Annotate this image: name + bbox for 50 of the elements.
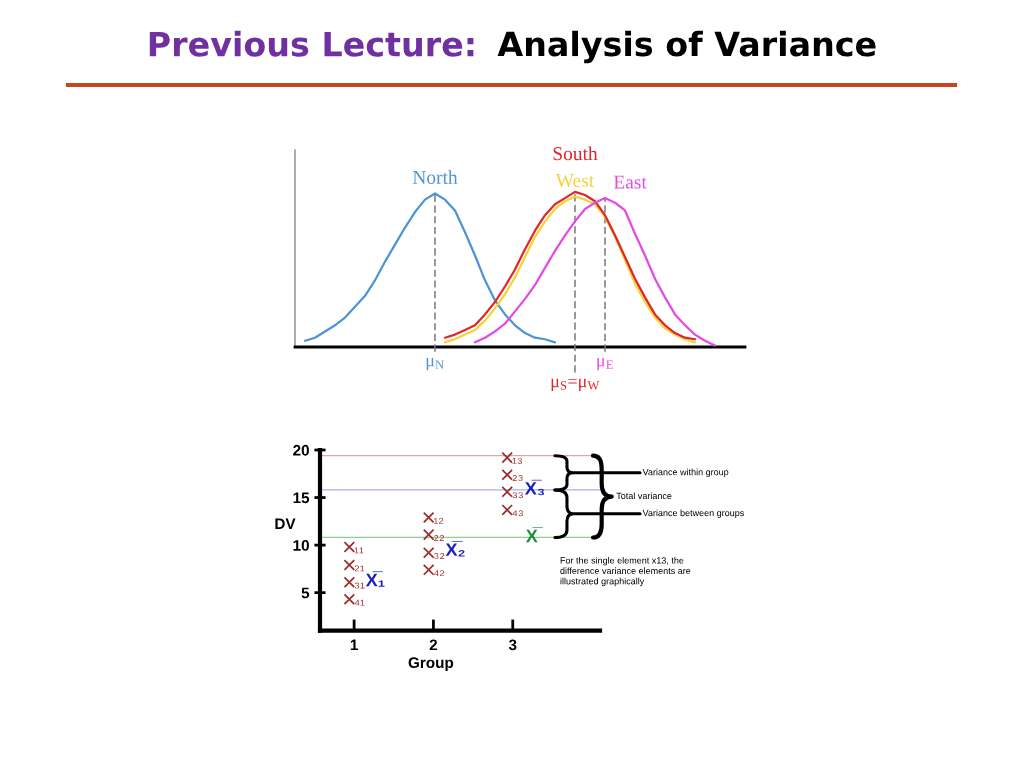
point bbox=[501, 486, 513, 498]
y-tick-label: 20 bbox=[293, 444, 309, 456]
point bbox=[343, 559, 356, 571]
point bbox=[501, 451, 513, 464]
annotation: ₃₂ bbox=[434, 553, 445, 560]
point bbox=[343, 593, 356, 606]
series-label: North bbox=[412, 170, 458, 184]
point bbox=[422, 511, 435, 524]
text: Variance within group bbox=[642, 468, 729, 478]
x-tick-label: 3 bbox=[508, 639, 517, 651]
chart-subtitle: Analysis of Variance bbox=[497, 30, 876, 64]
annotation: X̅₂ bbox=[445, 541, 465, 557]
annotation: ₂₁ bbox=[354, 565, 365, 572]
annotation: ₂₃ bbox=[512, 475, 523, 482]
annotation: ₃₁ bbox=[354, 582, 365, 589]
y-tick-label: 15 bbox=[293, 492, 310, 504]
series-label: South bbox=[553, 146, 598, 161]
annotation: ₃₃ bbox=[512, 492, 523, 499]
annotation: μ$_{N}$ bbox=[426, 358, 444, 371]
series-label: East bbox=[613, 175, 647, 189]
annotation: ₄₁ bbox=[354, 599, 365, 606]
point bbox=[343, 576, 356, 588]
text: Total variance bbox=[616, 492, 672, 500]
annotation: ₄₂ bbox=[434, 570, 445, 577]
text: Variance between groups bbox=[642, 509, 744, 518]
x-tick-label: 2 bbox=[429, 639, 438, 651]
point bbox=[422, 528, 435, 541]
annotation: X̅ bbox=[525, 527, 543, 543]
chart-title: Previous Lecture: bbox=[149, 30, 474, 57]
annotation: For the single element x13, the difference variance elements are illustrated graphically bbox=[560, 556, 691, 587]
x-axis-title: Group bbox=[408, 657, 454, 672]
point bbox=[422, 564, 435, 576]
point bbox=[343, 541, 356, 553]
annotation: μ$_{E}$ bbox=[597, 358, 613, 371]
annotation: ₁₃ bbox=[512, 457, 522, 464]
point bbox=[501, 504, 513, 516]
point bbox=[501, 468, 513, 481]
annotation: ₁₁ bbox=[354, 547, 364, 554]
annotation: ₁₂ bbox=[433, 517, 444, 524]
annotation: ₄₃ bbox=[512, 510, 523, 517]
annotation: X̅₁ bbox=[365, 571, 385, 587]
y-axis-title: DV bbox=[275, 518, 296, 529]
annotation: μ$_{S}$=μ$_{W}$ bbox=[551, 378, 600, 392]
y-tick-label: 10 bbox=[293, 539, 309, 551]
point bbox=[422, 546, 435, 559]
annotation: X̅₃ bbox=[524, 479, 545, 496]
y-tick-label: 5 bbox=[301, 587, 310, 599]
series-label: West bbox=[555, 174, 595, 188]
x-tick-label: 1 bbox=[350, 639, 358, 651]
annotation: ₂₂ bbox=[434, 535, 444, 541]
